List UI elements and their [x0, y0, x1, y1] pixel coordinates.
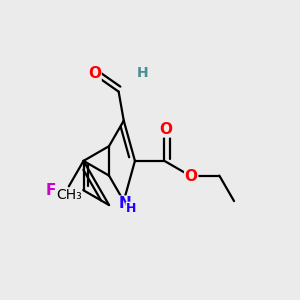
Text: O: O	[185, 169, 198, 184]
Text: O: O	[88, 66, 101, 81]
Text: O: O	[159, 122, 172, 137]
Text: CH₃: CH₃	[56, 188, 82, 203]
Text: F: F	[46, 183, 56, 198]
Text: H: H	[137, 66, 148, 80]
Text: N: N	[119, 196, 131, 211]
Text: H: H	[126, 202, 136, 215]
